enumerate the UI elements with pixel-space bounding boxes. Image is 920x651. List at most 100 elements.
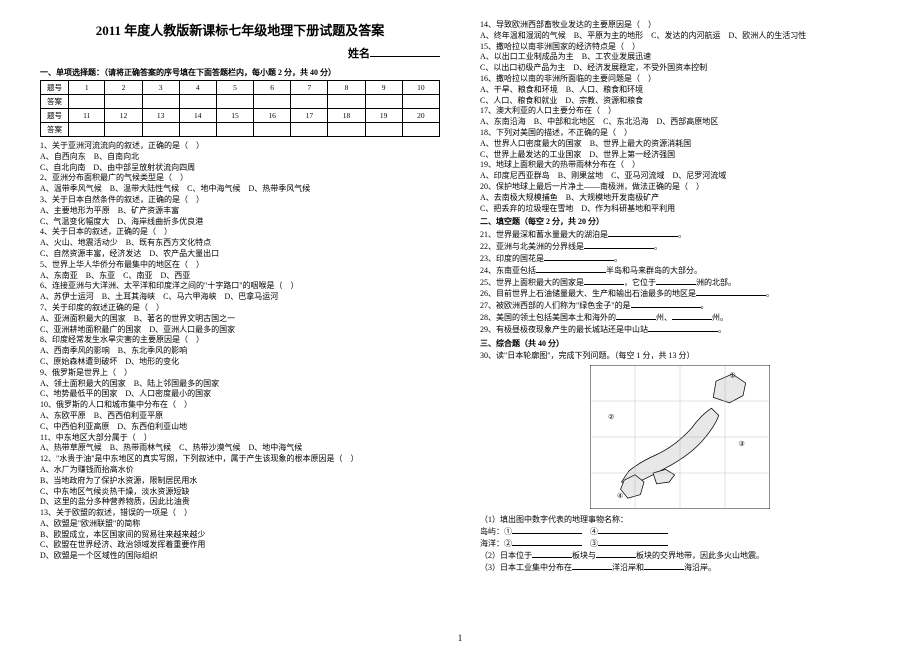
opt: C、原始森林遭到破坏: [40, 357, 117, 366]
q4-opts: A、火山、地震活动少B、既有东西方文化特点: [40, 238, 440, 249]
blank[interactable]: [536, 265, 606, 273]
ans-cell[interactable]: [402, 95, 439, 109]
f25: 25、世界上面积最大的国家是，它位于洲的北部。: [480, 277, 880, 289]
ans-cell[interactable]: [365, 95, 402, 109]
ans-cell[interactable]: [216, 95, 253, 109]
opt: B、温带大陆性气候: [110, 184, 179, 193]
opt: B、陆上邻国最多的国家: [134, 379, 219, 388]
opt: A、以出口工业制成品为主: [480, 52, 574, 61]
opt: C、中东地区气候炎热干燥，淡水资源短缺: [40, 487, 189, 496]
ans-cell[interactable]: [328, 95, 365, 109]
ans-cell[interactable]: [179, 95, 216, 109]
ans-num: 14: [179, 109, 216, 123]
q17: 17、澳大利亚的人口主要分布在（ ）: [480, 106, 880, 117]
opt: B、土耳其海峡: [102, 292, 155, 301]
exam-title: 2011 年度人教版新课标七年级地理下册试题及答案: [40, 20, 440, 39]
f28: 28、美国的领土包括美国本土和海外的州、州。: [480, 312, 880, 324]
q6-opts: A、苏伊士运河B、土耳其海峡C、马六甲海峡D、巴拿马运河: [40, 292, 440, 303]
blank[interactable]: [672, 312, 712, 320]
opt: C、东北沿海: [603, 117, 648, 126]
q15-opts2: C、以出口初级产品为主D、经济发展稳定，不受外国资本控制: [480, 63, 880, 74]
q30-3c: 海沿岸。: [684, 563, 716, 572]
blank[interactable]: [696, 288, 766, 296]
ans-cell[interactable]: [291, 123, 328, 137]
blank[interactable]: [584, 277, 624, 285]
ans-cell[interactable]: [216, 123, 253, 137]
q19: 19、地球上面积最大的热带雨林分布在（ ）: [480, 160, 880, 171]
q12-opts3: C、中东地区气候炎热干燥，淡水资源短缺: [40, 487, 440, 498]
q3-opts: A、主要地形为平原B、矿产资源丰富: [40, 206, 440, 217]
q11: 11、中东地区大部分属于（ ）: [40, 433, 440, 444]
blank[interactable]: [544, 253, 614, 261]
name-blank[interactable]: [370, 56, 440, 57]
opt: B、大规模地开发南极矿产: [566, 193, 659, 202]
blank[interactable]: [644, 562, 684, 570]
page-number: 1: [458, 633, 463, 643]
q15-opts: A、以出口工业制成品为主B、工农业发展迅速: [480, 52, 880, 63]
f21: 21、世界最深和蓄水量最大的湖泊是。: [480, 229, 880, 241]
opt: A、水厂为赚钱而抬高水价: [40, 465, 134, 474]
blank[interactable]: [596, 550, 636, 558]
q9-opts2: C、地势最低平的国家D、人口密度最小的国家: [40, 389, 440, 400]
blank[interactable]: [572, 562, 612, 570]
opt: D、地形的变化: [125, 357, 179, 366]
ans-num: 4: [179, 81, 216, 95]
svg-text:④: ④: [617, 493, 623, 501]
blank[interactable]: [656, 277, 696, 285]
q19-opts: A、印度尼西亚群岛B、刚果盆地C、亚马河流域D、尼罗河流域: [480, 171, 880, 182]
blank[interactable]: [598, 526, 668, 534]
ans-cell[interactable]: [328, 123, 365, 137]
ans-cell[interactable]: [254, 95, 291, 109]
ans-cell[interactable]: [291, 95, 328, 109]
opt: C、自然资源丰富，经济发达: [40, 249, 141, 258]
opt: B、人口、粮食和环境: [566, 85, 643, 94]
opt: A、欧盟是"欧洲联盟"的简称: [40, 519, 140, 528]
blank[interactable]: [598, 538, 668, 546]
ans-cell[interactable]: [142, 123, 179, 137]
q14-opts: A、终年温和湿润的气候B、平原为主的地形C、发达的内河航运D、欧洲人的生活习性: [480, 31, 880, 42]
opt: B、矿产资源丰富: [118, 206, 179, 215]
q30-1-oceans: 海洋：② ③: [480, 538, 880, 550]
opt: A、苏伊士运河: [40, 292, 94, 301]
opt: B、平原为主的地形: [574, 31, 643, 40]
ans-cell[interactable]: [142, 95, 179, 109]
opt: C、把丢弃的垃圾埋在雪地: [480, 204, 573, 213]
blank[interactable]: [512, 526, 582, 534]
opt: D、经济发展稳定，不受外国资本控制: [573, 63, 707, 72]
ans-cell[interactable]: [69, 95, 105, 109]
f28c-text: 州。: [712, 313, 728, 322]
ans-cell[interactable]: [69, 123, 105, 137]
blank[interactable]: [608, 229, 678, 237]
blank[interactable]: [584, 241, 654, 249]
opt: C、地势最低平的国家: [40, 389, 117, 398]
blank[interactable]: [616, 312, 656, 320]
ans-cell[interactable]: [365, 123, 402, 137]
blank[interactable]: [648, 324, 718, 332]
opt: C、人口、粮食和就业: [480, 96, 557, 105]
table-row: 答案: [41, 95, 440, 109]
ans-cell[interactable]: [105, 95, 142, 109]
ans-num: 1: [69, 81, 105, 95]
q12-opts2: B、当地政府为了保护水资源，限制居民用水: [40, 476, 440, 487]
blank[interactable]: [631, 300, 701, 308]
opt: B、东亚: [86, 271, 115, 280]
q20-opts2: C、把丢弃的垃圾埋在雪地D、作为科研基地和平利用: [480, 204, 880, 215]
f24-text: 24、东南亚包括: [480, 266, 536, 275]
f27: 27、被欧洲西部的人们称为"绿色金子"的是。: [480, 300, 880, 312]
ans-cell[interactable]: [179, 123, 216, 137]
ans-label: 题号: [41, 81, 69, 95]
q30-1c: 海洋：②: [480, 539, 512, 548]
opt: A、东欧平原: [40, 411, 86, 420]
ans-cell[interactable]: [402, 123, 439, 137]
opt: D、农产品大量出口: [149, 249, 219, 258]
table-row: 题号 12345678910: [41, 81, 440, 95]
f25b-text: ，它位于: [624, 278, 656, 287]
ans-num: 15: [216, 109, 253, 123]
blank[interactable]: [532, 550, 572, 558]
q30-3: （3）日本工业集中分布在洋沿岸和海沿岸。: [480, 562, 880, 574]
blank[interactable]: [512, 538, 582, 546]
ans-cell[interactable]: [254, 123, 291, 137]
q30-2b: 板块与: [572, 551, 596, 560]
ans-cell[interactable]: [105, 123, 142, 137]
q10-opts: A、东欧平原B、西西伯利亚平原: [40, 411, 440, 422]
